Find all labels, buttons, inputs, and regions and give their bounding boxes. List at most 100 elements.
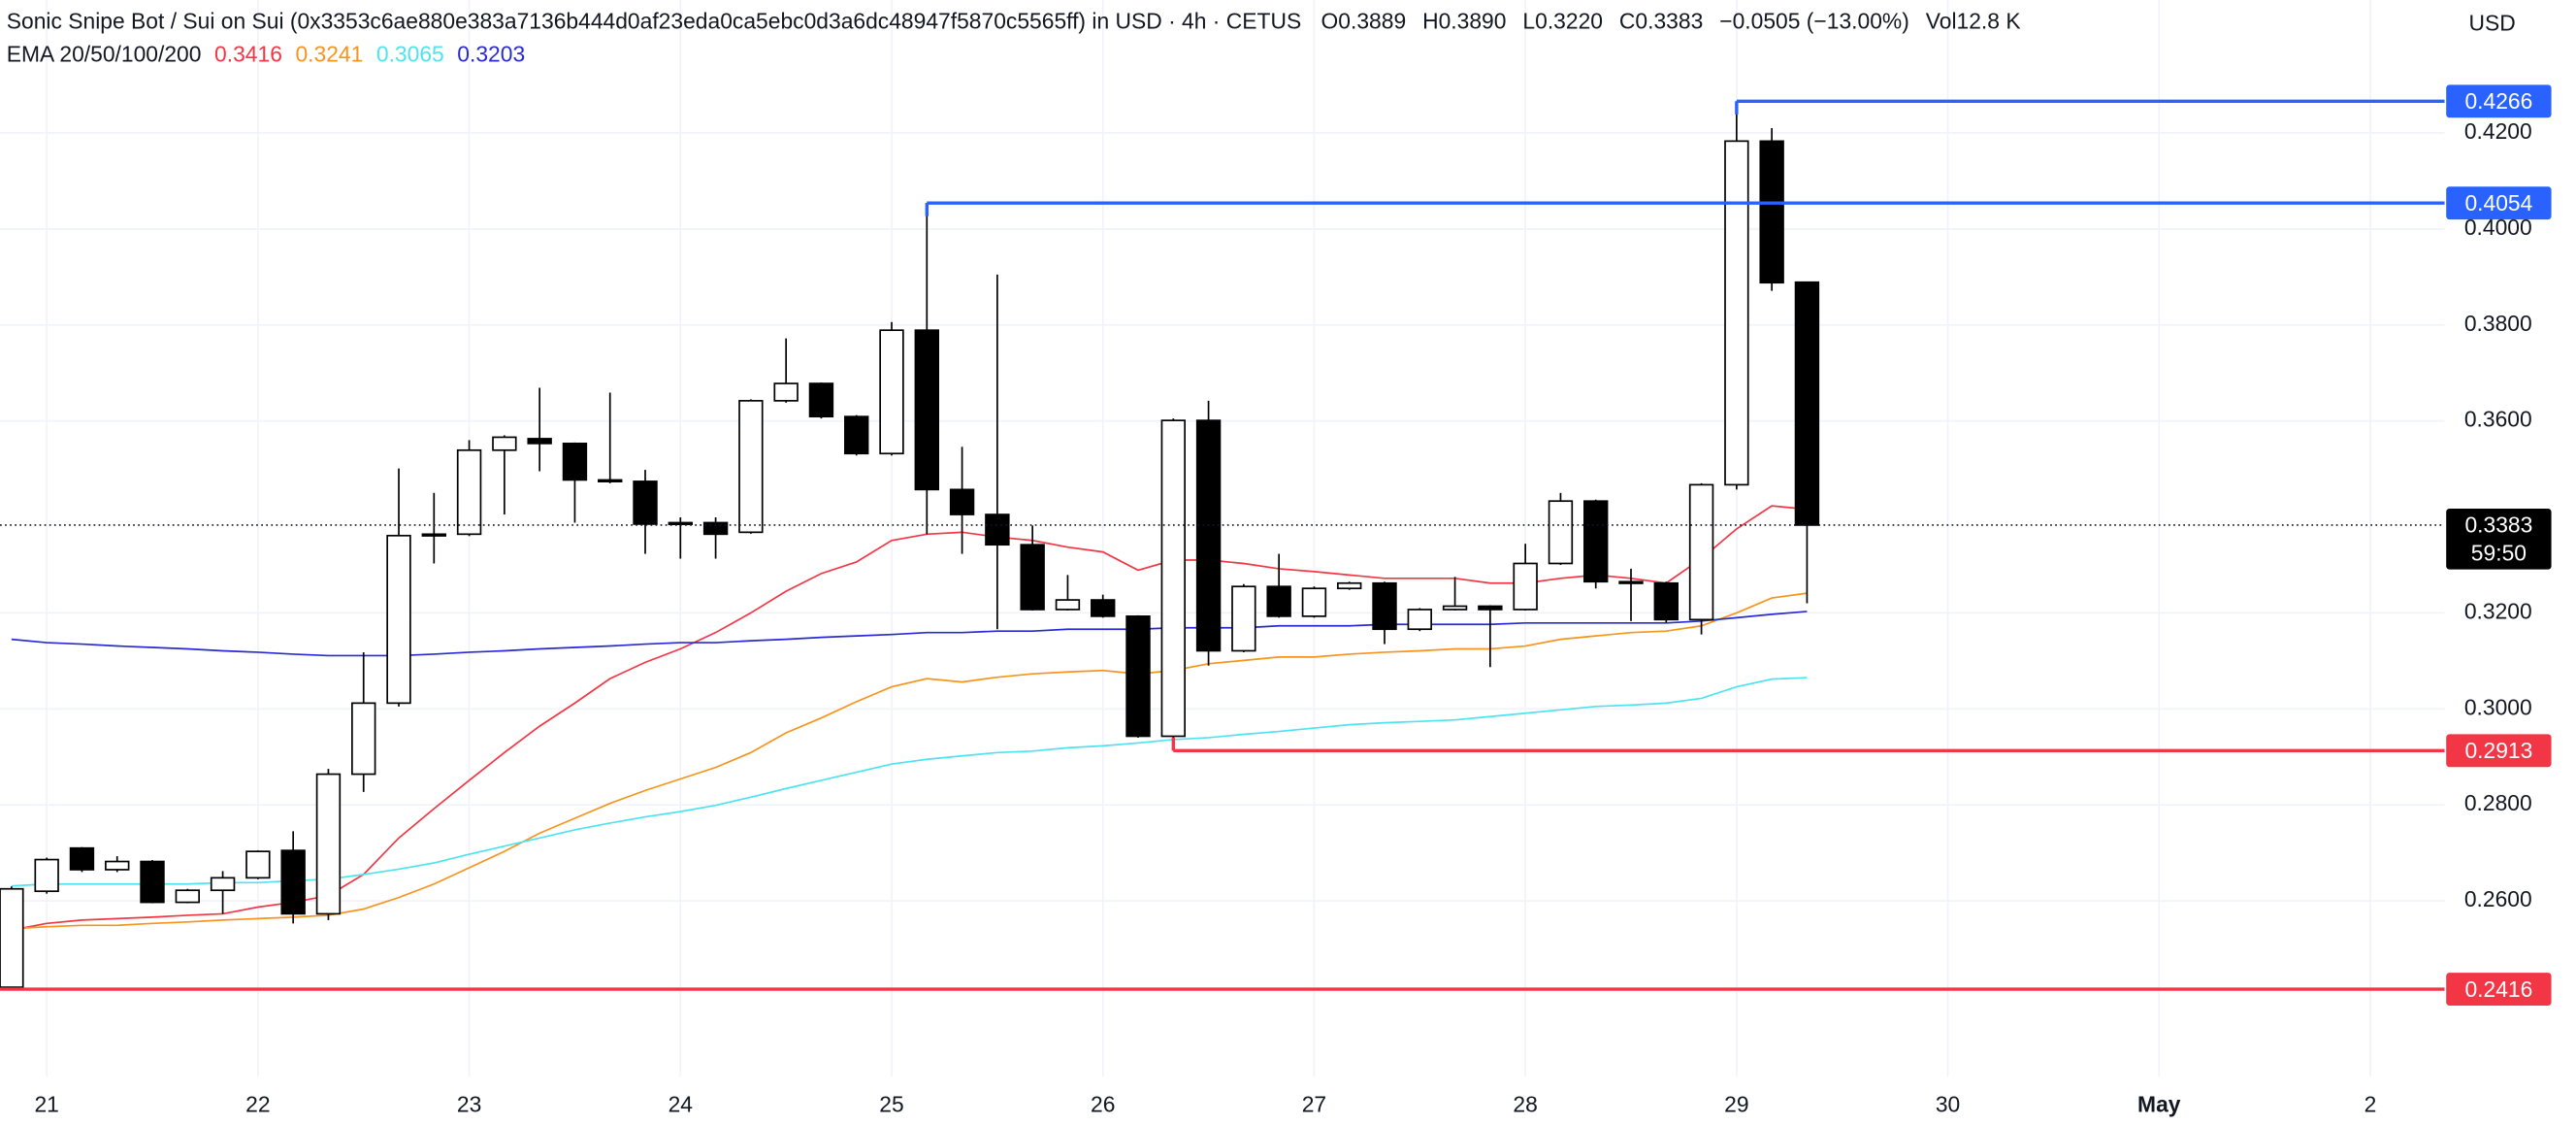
candle-body bbox=[1583, 500, 1609, 583]
candle-body bbox=[105, 860, 130, 871]
candle-body bbox=[1794, 281, 1820, 526]
x-tick-label: 27 bbox=[1302, 1092, 1326, 1117]
x-tick-label: 22 bbox=[245, 1092, 270, 1117]
candle-body bbox=[668, 521, 694, 525]
currency-button[interactable] bbox=[2451, 3, 2533, 47]
y-tick-label: 0.2600 bbox=[2464, 886, 2532, 911]
current-price-label: 0.3383 bbox=[2464, 513, 2532, 538]
candle-body bbox=[386, 534, 411, 705]
ohlc-value: 0.3220 bbox=[1535, 9, 1603, 34]
header-title: Sonic Snipe Bot / Sui on Sui (0x3353c6ae… bbox=[7, 9, 1301, 34]
candle-body bbox=[844, 415, 869, 455]
level-tag bbox=[2446, 734, 2552, 768]
ema-line bbox=[11, 611, 1808, 657]
ohlc-value: 0.3383 bbox=[1635, 9, 1703, 34]
candle-body bbox=[1407, 609, 1432, 631]
candle-body bbox=[1266, 585, 1291, 617]
y-tick-label: 0.4200 bbox=[2464, 118, 2532, 144]
ohlc-label: O bbox=[1321, 9, 1339, 34]
ema-line bbox=[11, 505, 1808, 932]
ema-legend-title: EMA 20/50/100/200 bbox=[7, 42, 202, 67]
y-tick-label: 0.3600 bbox=[2464, 407, 2532, 432]
ema-legend-value: 0.3416 bbox=[214, 42, 282, 67]
y-tick-label: 0.3800 bbox=[2464, 311, 2532, 336]
ema-legend-value: 0.3203 bbox=[457, 42, 525, 67]
x-tick-label: 25 bbox=[879, 1092, 903, 1117]
level-label: 0.4266 bbox=[2464, 88, 2532, 114]
candle-body bbox=[315, 773, 342, 915]
candle-body bbox=[140, 860, 165, 904]
y-tick-label: 0.3000 bbox=[2464, 694, 2532, 719]
candle-body bbox=[1724, 140, 1749, 486]
candle-body bbox=[1688, 483, 1714, 621]
candle-body bbox=[738, 400, 764, 534]
candle-body bbox=[949, 488, 975, 515]
candle-body bbox=[527, 438, 552, 445]
candle-body bbox=[492, 436, 517, 451]
candle-body bbox=[914, 329, 939, 491]
y-tick-label: 0.2800 bbox=[2464, 790, 2532, 815]
candle-body bbox=[1548, 500, 1574, 565]
level-label: 0.2913 bbox=[2464, 738, 2532, 763]
candle-body bbox=[1125, 615, 1151, 738]
ohlc-value: 0.3890 bbox=[1439, 9, 1507, 34]
x-tick-label: 29 bbox=[1724, 1092, 1748, 1117]
ema-legend: EMA 20/50/100/200 0.3416 0.3241 0.3065 0.320… bbox=[7, 42, 525, 67]
plot-area bbox=[0, 0, 2445, 1077]
candle-body bbox=[175, 889, 201, 904]
candle-body bbox=[1372, 581, 1397, 631]
ohlc-label: L bbox=[1522, 9, 1535, 34]
candle-body bbox=[1020, 544, 1045, 611]
x-tick-label: 21 bbox=[34, 1092, 58, 1117]
x-tick-label: 2 bbox=[2364, 1092, 2377, 1117]
x-tick-label: 30 bbox=[1936, 1092, 1960, 1117]
x-tick-label: 28 bbox=[1513, 1092, 1537, 1117]
candle-body bbox=[985, 513, 1010, 546]
y-tick-label: 0.3200 bbox=[2464, 598, 2532, 623]
x-tick-label: May bbox=[2137, 1092, 2181, 1117]
level-tag bbox=[2446, 186, 2552, 220]
candle-body bbox=[280, 849, 306, 915]
currency-label[interactable]: USD bbox=[2469, 10, 2516, 35]
x-tick-label: 23 bbox=[457, 1092, 481, 1117]
candle-body bbox=[1231, 585, 1256, 652]
candle-body bbox=[1653, 581, 1679, 621]
ema-line bbox=[11, 592, 1808, 930]
candle-body bbox=[562, 443, 588, 481]
ohlc-label: C bbox=[1619, 9, 1636, 34]
volume: 12.8 K bbox=[1957, 9, 2021, 34]
candle-body bbox=[1301, 587, 1327, 617]
header-line: Sonic Snipe Bot / Sui on Sui (0x3353c6ae… bbox=[7, 9, 2021, 34]
level-label: 0.4054 bbox=[2464, 190, 2532, 215]
candle-body bbox=[1478, 605, 1503, 611]
candle-body bbox=[1055, 599, 1081, 611]
candle-body bbox=[1160, 419, 1186, 738]
x-tick-label: 24 bbox=[668, 1092, 694, 1117]
ema-legend-value: 0.3065 bbox=[376, 42, 444, 67]
x-tick-label: 26 bbox=[1091, 1092, 1115, 1117]
ohlc-value: 0.3889 bbox=[1338, 9, 1406, 34]
candle-body bbox=[1195, 419, 1222, 652]
candle-body bbox=[598, 479, 623, 482]
change: −0.0505 (−13.00%) bbox=[1719, 9, 1909, 34]
candle-body bbox=[1442, 605, 1468, 611]
candle-body bbox=[808, 382, 834, 418]
candle-body bbox=[702, 521, 729, 536]
candle-body bbox=[351, 702, 376, 776]
level-tag bbox=[2446, 84, 2552, 118]
candle-body bbox=[34, 858, 59, 893]
candle-body bbox=[421, 533, 447, 537]
candle-body bbox=[69, 846, 95, 871]
candle-body bbox=[773, 382, 799, 402]
volume-label: Vol bbox=[1926, 9, 1957, 34]
candle-body bbox=[0, 887, 24, 988]
candle-body bbox=[1618, 580, 1644, 584]
ohlc-label: H bbox=[1422, 9, 1439, 34]
countdown: 59:50 bbox=[2471, 540, 2527, 565]
candle-body bbox=[210, 877, 236, 892]
candle-body bbox=[1091, 599, 1116, 617]
ema-legend-value: 0.3241 bbox=[295, 42, 363, 67]
ema-line bbox=[11, 677, 1808, 887]
